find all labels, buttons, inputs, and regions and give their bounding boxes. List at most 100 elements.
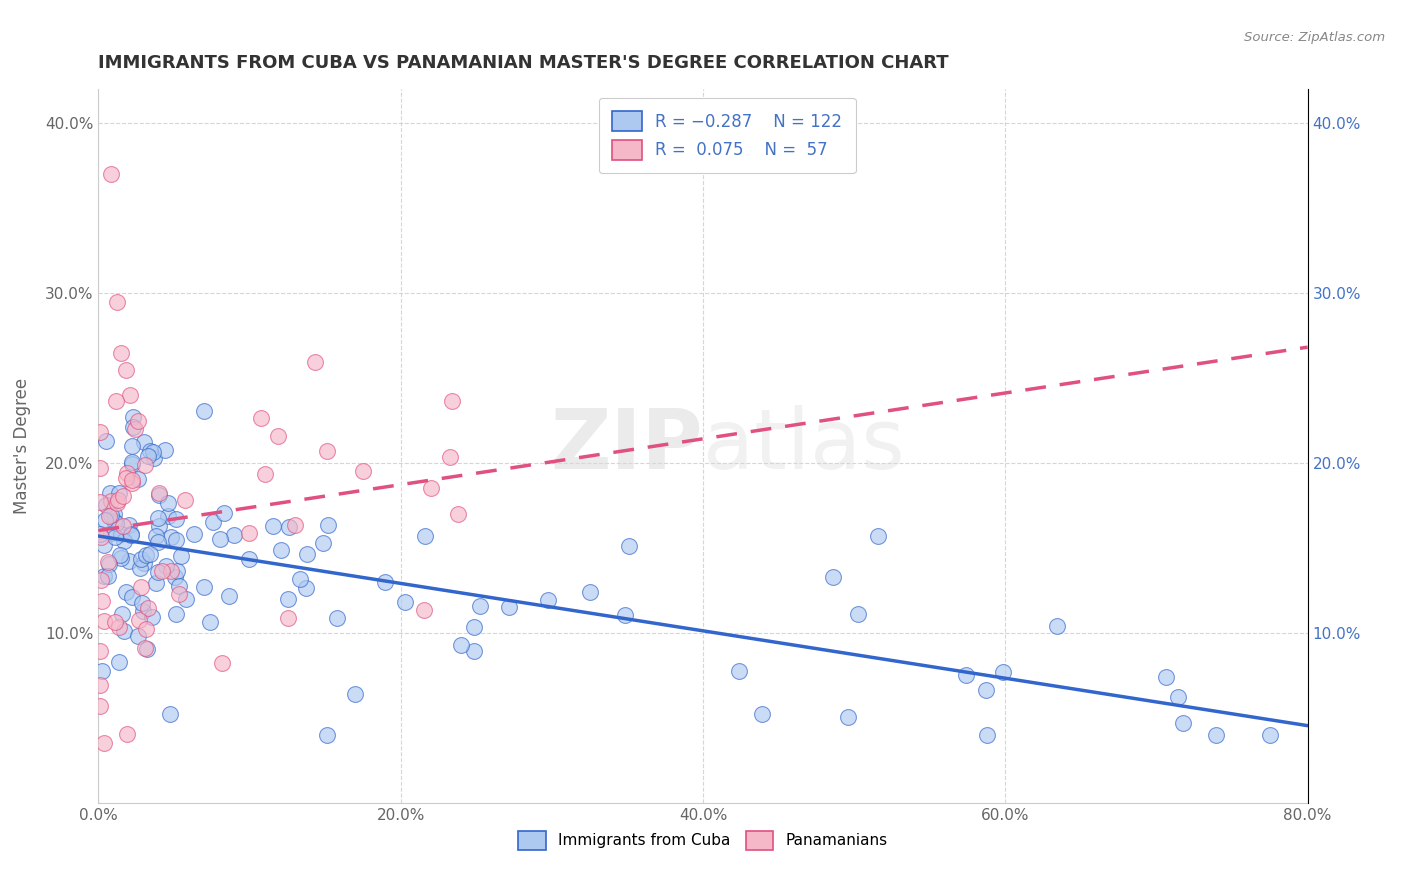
Point <box>127 629 149 643</box>
Point <box>89 643 111 657</box>
Point <box>121 457 143 471</box>
Point <box>129 581 152 595</box>
Point <box>114 584 136 599</box>
Point <box>110 548 132 562</box>
Point <box>823 569 845 583</box>
Point <box>90 573 112 587</box>
Point <box>150 564 173 578</box>
Point <box>146 566 169 580</box>
Point <box>201 515 224 529</box>
Point <box>105 393 128 408</box>
Point <box>135 622 157 636</box>
Point <box>211 656 233 670</box>
Point <box>94 434 117 448</box>
Point <box>727 665 749 679</box>
Point <box>89 495 111 509</box>
Point <box>450 639 472 653</box>
Point <box>146 510 169 524</box>
Point <box>145 576 167 591</box>
Point <box>209 532 232 546</box>
Point <box>1258 728 1281 742</box>
Point <box>97 555 120 569</box>
Point <box>89 526 111 541</box>
Point <box>93 614 115 628</box>
Point <box>121 420 143 434</box>
Point <box>537 592 560 607</box>
Point <box>110 527 132 541</box>
Point <box>167 587 190 601</box>
Point <box>315 443 337 458</box>
Point <box>111 519 134 533</box>
Point <box>193 404 215 418</box>
Point <box>114 362 136 376</box>
Point <box>1046 619 1069 633</box>
Point <box>579 584 602 599</box>
Point <box>170 549 193 564</box>
Point <box>288 572 311 586</box>
Point <box>121 473 143 487</box>
Point <box>112 490 135 504</box>
Point <box>90 530 112 544</box>
Point <box>139 444 162 458</box>
Point <box>1167 690 1189 704</box>
Text: atlas: atlas <box>703 406 904 486</box>
Point <box>97 557 120 571</box>
Point <box>976 728 998 742</box>
Point <box>89 678 111 692</box>
Point <box>148 485 170 500</box>
Point <box>89 698 111 713</box>
Point <box>222 528 245 542</box>
Point <box>446 507 468 521</box>
Point <box>124 422 146 436</box>
Point <box>159 706 181 721</box>
Point <box>135 642 157 657</box>
Point <box>117 518 139 533</box>
Point <box>93 513 115 527</box>
Point <box>121 439 143 453</box>
Point <box>866 529 889 543</box>
Point <box>97 569 120 583</box>
Point <box>89 461 111 475</box>
Point <box>284 518 307 533</box>
Point <box>111 607 134 621</box>
Point <box>115 471 138 485</box>
Point <box>118 554 141 568</box>
Point <box>316 728 339 742</box>
Point <box>135 548 157 562</box>
Point <box>326 611 349 625</box>
Point <box>134 640 156 655</box>
Point <box>107 655 129 669</box>
Point <box>165 533 187 548</box>
Point <box>295 582 318 596</box>
Point <box>304 355 326 369</box>
Point <box>136 449 159 463</box>
Point <box>148 519 170 533</box>
Point <box>103 507 125 521</box>
Point <box>278 519 301 533</box>
Point <box>214 506 236 520</box>
Point <box>93 568 115 582</box>
Point <box>198 615 221 629</box>
Point <box>993 665 1015 680</box>
Point <box>134 556 156 570</box>
Point <box>157 509 180 524</box>
Point <box>103 514 125 528</box>
Point <box>120 388 142 402</box>
Point <box>498 599 520 614</box>
Point <box>97 509 120 524</box>
Point <box>105 294 128 309</box>
Point <box>316 517 339 532</box>
Point <box>128 614 150 628</box>
Point <box>115 466 138 480</box>
Point <box>120 528 142 542</box>
Point <box>146 535 169 549</box>
Point <box>413 529 436 543</box>
Point <box>100 508 122 522</box>
Point <box>127 472 149 486</box>
Point <box>238 525 260 540</box>
Point <box>110 345 132 359</box>
Point <box>127 413 149 427</box>
Point <box>440 394 463 409</box>
Point <box>143 450 166 465</box>
Point <box>108 486 131 500</box>
